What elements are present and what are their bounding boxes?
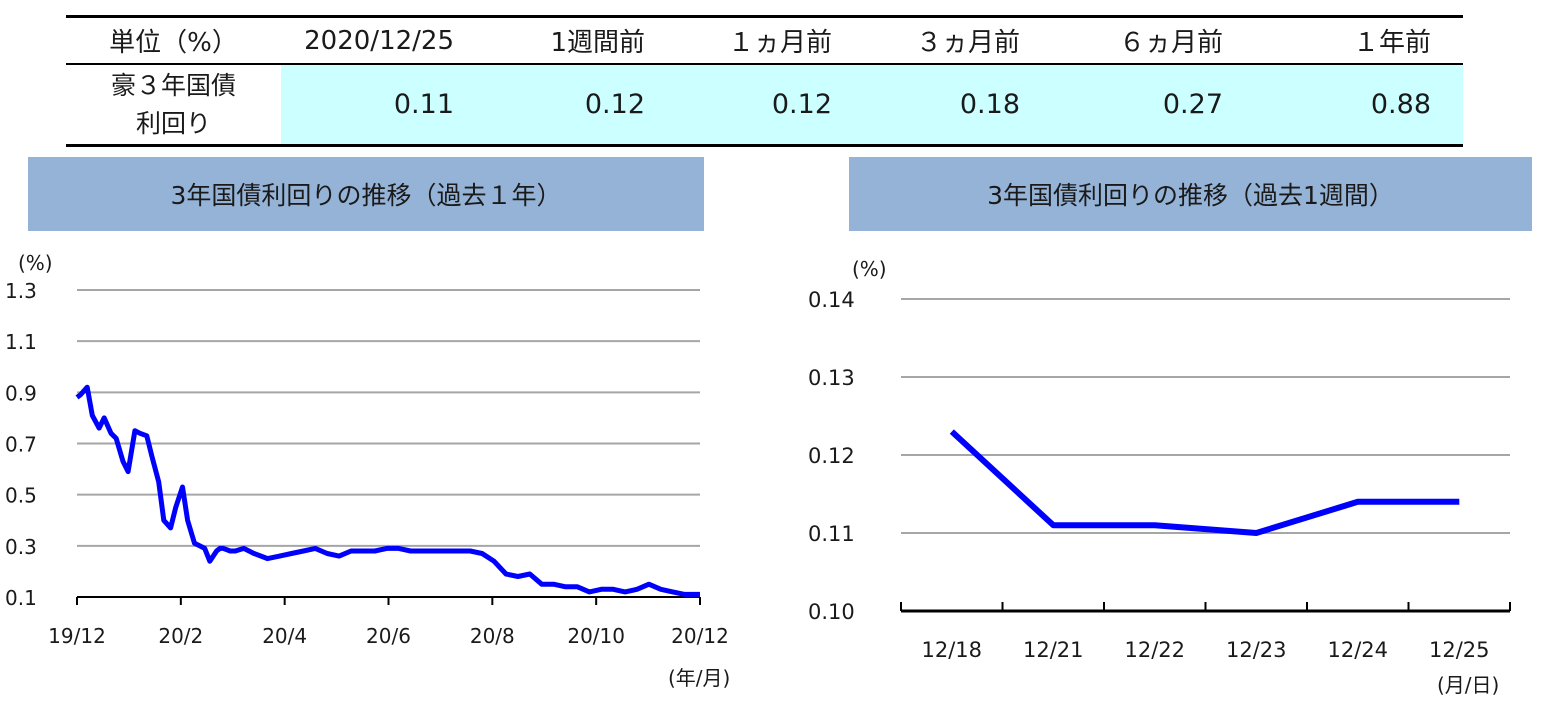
y-tick-label: 0.14: [808, 288, 855, 312]
series-line: [949, 429, 1460, 536]
x-tick-label: 12/21: [1023, 638, 1084, 662]
header-1year: １年前: [1255, 16, 1463, 65]
y-unit-label: (%): [852, 257, 887, 281]
header-6month: ６ヵ月前: [1052, 16, 1255, 65]
x-unit-label: (年/月): [668, 666, 730, 690]
y-tick-labels: 0.14 0.13 0.12 0.11 0.10: [808, 288, 855, 624]
value-current: 0.11: [281, 64, 486, 146]
x-tick-label: 20/4: [262, 624, 307, 648]
x-tick-label: 12/24: [1327, 638, 1388, 662]
yield-chart-1year: 1.3 1.1 0.9 0.7 0.5 0.3 0.1 19/12 20/2 20/4 20/6 2…: [5, 251, 730, 690]
x-tick-label: 12/18: [921, 638, 982, 662]
x-tick-label: 12/23: [1226, 638, 1287, 662]
x-tick-label: 20/2: [158, 624, 203, 648]
header-1month: １ヵ月前: [677, 16, 864, 65]
header-unit: 単位（%）: [66, 16, 281, 65]
y-tick-label: 0.7: [5, 433, 37, 457]
summary-table: 単位（%） 2020/12/25 1週間前 １ヵ月前 ３ヵ月前 ６ヵ月前 １年前…: [66, 15, 1463, 147]
chart-title-1week: 3年国債利回りの推移（過去1週間）: [849, 157, 1532, 231]
x-tick-label: 12/25: [1429, 638, 1490, 662]
row-label-line1: 豪３年国債: [110, 70, 236, 100]
table-row: 豪３年国債 利回り 0.11 0.12 0.12 0.18 0.27 0.88: [66, 64, 1463, 146]
value-1year: 0.88: [1255, 64, 1463, 146]
x-tick-label: 20/6: [366, 624, 411, 648]
row-label: 豪３年国債 利回り: [66, 64, 281, 146]
y-tick-label: 0.13: [808, 366, 855, 390]
value-3month: 0.18: [864, 64, 1052, 146]
row-label-line2: 利回り: [135, 108, 211, 138]
x-tick-label: 12/22: [1124, 638, 1185, 662]
x-tick-label: 20/10: [567, 624, 625, 648]
x-tick-labels: 19/12 20/2 20/4 20/6 20/8 20/10 20/12: [48, 624, 729, 648]
grid-lines: [900, 298, 1511, 613]
y-tick-label: 0.9: [5, 381, 37, 405]
y-tick-label: 0.11: [808, 522, 855, 546]
value-1month: 0.12: [677, 64, 864, 146]
y-unit-label: (%): [18, 251, 53, 275]
chart-title-1year: 3年国債利回りの推移（過去１年）: [28, 157, 704, 231]
y-tick-label: 1.3: [5, 279, 37, 303]
x-tick-label: 19/12: [48, 624, 106, 648]
x-tick-label: 20/12: [671, 624, 729, 648]
x-tick-label: 20/8: [470, 624, 515, 648]
x-unit-label: (月/日): [1437, 673, 1499, 697]
y-tick-label: 0.10: [808, 600, 855, 624]
x-tick-labels: 12/18 12/21 12/22 12/23 12/24 12/25: [921, 638, 1489, 662]
series-line: [75, 384, 700, 597]
y-tick-label: 0.1: [5, 586, 37, 610]
y-tick-label: 0.12: [808, 444, 855, 468]
y-tick-label: 0.5: [5, 484, 37, 508]
y-tick-label: 1.1: [5, 330, 37, 354]
y-tick-labels: 1.3 1.1 0.9 0.7 0.5 0.3 0.1: [5, 279, 37, 610]
value-1week: 0.12: [486, 64, 677, 146]
value-6month: 0.27: [1052, 64, 1255, 146]
header-current: 2020/12/25: [281, 16, 486, 65]
header-1week: 1週間前: [486, 16, 677, 65]
y-tick-label: 0.3: [5, 535, 37, 559]
table-header-row: 単位（%） 2020/12/25 1週間前 １ヵ月前 ３ヵ月前 ６ヵ月前 １年前: [66, 16, 1463, 65]
header-3month: ３ヵ月前: [864, 16, 1052, 65]
